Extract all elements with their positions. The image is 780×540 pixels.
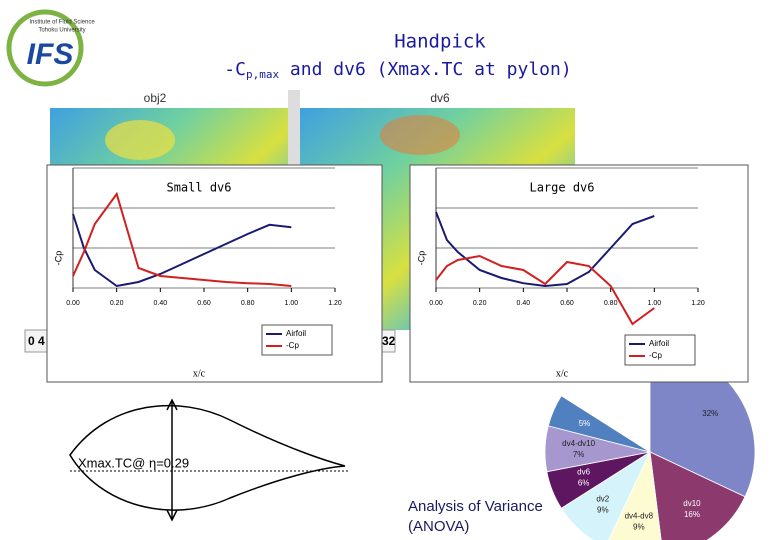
airfoil-panel: [63, 385, 390, 540]
map-label: dv6: [430, 91, 450, 105]
pie-slice: [649, 451, 746, 540]
series-line: [72, 191, 292, 287]
x-tick-label: 0.60: [197, 300, 211, 307]
pie-slice: [608, 450, 662, 540]
title-line1: Handpick: [394, 31, 486, 53]
logo-line1: Institute of Fluid Science: [29, 20, 95, 26]
legend-label: Airfoil: [286, 329, 306, 338]
pie-category: dv4-dv8: [625, 512, 654, 521]
line-chart: 0.00 0.20 0.40 0.60 0.80 1.00 1.20 Large dv6 -Cp…: [409, 164, 749, 383]
airfoil-note: Xmax.TC@ η=0.29: [78, 455, 189, 470]
pie-value-label: 32%: [702, 409, 718, 418]
legend-label: -Cp: [649, 351, 662, 360]
y-axis-label: -Cp: [416, 251, 426, 266]
logo-mark: IFS: [27, 38, 74, 71]
anova-line1: Analysis of Variance: [408, 498, 543, 515]
arrow-heads: [166, 398, 178, 522]
x-tick-label: 1.00: [648, 300, 662, 307]
pie-category: dv10: [683, 499, 701, 508]
chart-title: Large dv6: [529, 181, 594, 195]
pie-value-label: 6%: [578, 478, 590, 487]
pie-value-label: 9%: [633, 523, 645, 532]
logo-ring: [6, 9, 84, 87]
airfoil-shape: [69, 404, 346, 511]
pie-value-label: 9%: [597, 506, 609, 515]
pie-value-label: 16%: [684, 510, 700, 519]
legend-box: [261, 324, 333, 356]
title-rest: and dv6 (Xmax.TC at pylon): [279, 59, 572, 80]
pie-slice: [547, 395, 651, 453]
pie-category: dv2: [596, 495, 609, 504]
x-tick-label: 0.00: [66, 300, 80, 307]
pie-category: dv4-dv10: [562, 439, 595, 448]
x-tick-label: 0.40: [154, 300, 168, 307]
scale-label: 0 4: [28, 334, 45, 348]
line-chart: 0.00 0.20 0.40 0.60 0.80 1.00 1.20 Small dv6 -Cp…: [46, 164, 383, 383]
map-blob: [105, 120, 175, 160]
y-axis-label: -Cp: [53, 251, 63, 266]
title-main: -C: [224, 59, 246, 80]
title-line2: -Cp,max and dv6 (Xmax.TC at pylon): [224, 59, 571, 81]
series-line: [435, 254, 655, 326]
scale-label: 32: [382, 334, 396, 348]
map-blob: [380, 115, 460, 155]
charts: 0.00 0.20 0.40 0.60 0.80 1.00 1.20 Small dv6 -Cp…: [46, 164, 749, 383]
series-line: [435, 211, 655, 288]
series-line: [72, 213, 292, 288]
title-sub: p,max: [246, 68, 279, 81]
pie-category: dv6: [577, 467, 590, 476]
pie: 32% dv10 16% dv4-dv8 9% dv2 9% dv6 6% dv4-dv10 7% 5…: [544, 346, 756, 540]
legend-label: -Cp: [286, 341, 299, 350]
pie-value-label: 7%: [573, 450, 585, 459]
anova-line2: (ANOVA): [408, 518, 469, 535]
legend-box: [624, 334, 696, 366]
chart-box: [409, 164, 749, 383]
x-tick-label: 0.80: [604, 300, 618, 307]
pie-value-label: 5%: [579, 419, 591, 428]
x-tick-label: 1.00: [285, 300, 299, 307]
x-tick-label: 0.20: [473, 300, 487, 307]
x-tick-label: 0.20: [110, 300, 124, 307]
x-tick-label: 1.20: [691, 300, 705, 307]
x-tick-label: 0.00: [429, 300, 443, 307]
x-tick-label: 0.60: [560, 300, 574, 307]
map-label: obj2: [144, 91, 167, 105]
x-tick-label: 0.40: [517, 300, 531, 307]
logo-line2: Tohoku University: [38, 28, 85, 34]
x-axis-label: x/c: [556, 368, 569, 379]
logo: IFS Institute of Fluid Science Tohoku Un…: [6, 9, 95, 87]
x-tick-label: 1.20: [328, 300, 342, 307]
x-tick-label: 0.80: [241, 300, 255, 307]
chart-title: Small dv6: [166, 181, 231, 195]
legend-label: Airfoil: [649, 339, 669, 348]
x-axis-label: x/c: [193, 368, 206, 379]
